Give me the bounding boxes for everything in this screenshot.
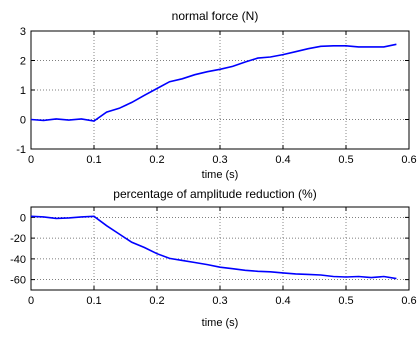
bottom-chart-x-tick-label: 0.4 [275, 295, 290, 307]
top-chart-x-tick-label: 0.1 [86, 154, 101, 166]
bottom-chart-title: percentage of amplitude reduction (%) [113, 187, 316, 201]
bottom-chart-x-tick-label: 0.6 [401, 295, 416, 307]
bottom-chart-x-tick-label: 0.3 [212, 295, 227, 307]
top-chart-title: normal force (N) [172, 9, 259, 23]
top-chart-y-tick-label: -1 [16, 144, 26, 156]
top-chart: normal force (N) 0 0.1 0.2 0.3 0.4 0.5 0.6-101… [16, 9, 416, 181]
top-chart-x-tick-label: 0.5 [338, 154, 353, 166]
bottom-chart-y-tick-label: 0 [20, 212, 26, 224]
top-chart-series-line [30, 43, 397, 122]
top-chart-y-tick-label: 0 [20, 115, 26, 127]
top-chart-x-tick-label: 0.2 [149, 154, 164, 166]
top-chart-x-tick-label: 0.6 [401, 154, 416, 166]
top-chart-y-tick-label: 2 [20, 56, 26, 68]
bottom-chart-y-tick-label: -60 [10, 275, 26, 287]
bottom-chart-ticks: 0 0.1 0.2 0.3 0.4 0.5 0.6 -60 -40 -20 0 [10, 207, 417, 307]
bottom-chart-series-line [30, 215, 397, 280]
bottom-chart-x-tick-label: 0.1 [86, 295, 101, 307]
top-chart-y-tick-label: 3 [20, 26, 26, 38]
top-chart-x-tick-label: 0 [28, 154, 34, 166]
bottom-chart-x-axis-label: time (s) [202, 317, 239, 329]
top-chart-x-tick-label: 0.4 [275, 154, 290, 166]
bottom-chart-x-tick-label: 0.5 [338, 295, 353, 307]
bottom-chart-grid [31, 207, 409, 290]
top-chart-y-tick-label: 1 [20, 85, 26, 97]
top-chart-grid [31, 31, 409, 149]
top-chart-x-axis-label: time (s) [202, 169, 239, 181]
top-chart-x-tick-label: 0.3 [212, 154, 227, 166]
bottom-chart-y-tick-label: -40 [10, 254, 26, 266]
bottom-chart-x-tick-label: 0.2 [149, 295, 164, 307]
bottom-chart-y-tick-label: -20 [10, 233, 26, 245]
bottom-chart-x-tick-label: 0 [28, 295, 34, 307]
